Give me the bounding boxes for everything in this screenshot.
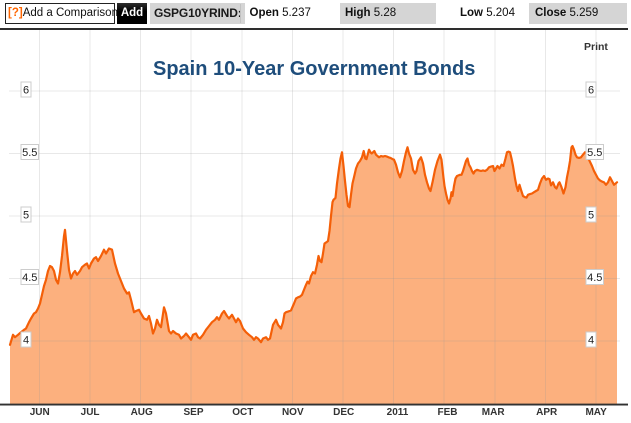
svg-text:DEC: DEC xyxy=(333,407,354,418)
svg-text:5.5: 5.5 xyxy=(22,147,37,159)
svg-text:JUN: JUN xyxy=(30,407,50,418)
svg-text:5: 5 xyxy=(23,210,29,222)
svg-text:4.5: 4.5 xyxy=(587,272,602,284)
svg-text:4.5: 4.5 xyxy=(22,272,37,284)
svg-text:MAR: MAR xyxy=(482,407,506,418)
svg-text:5: 5 xyxy=(588,210,594,222)
svg-text:6: 6 xyxy=(588,85,594,97)
svg-text:SEP: SEP xyxy=(183,407,203,418)
svg-text:FEB: FEB xyxy=(438,407,458,418)
svg-text:AUG: AUG xyxy=(131,407,153,418)
svg-text:2011: 2011 xyxy=(387,407,409,418)
svg-text:APR: APR xyxy=(536,407,558,418)
svg-text:4: 4 xyxy=(23,335,29,347)
svg-text:MAY: MAY xyxy=(585,407,607,418)
svg-text:OCT: OCT xyxy=(232,407,253,418)
svg-text:NOV: NOV xyxy=(282,407,304,418)
svg-text:JUL: JUL xyxy=(81,407,100,418)
svg-text:6: 6 xyxy=(23,85,29,97)
svg-text:4: 4 xyxy=(588,335,594,347)
svg-text:5.5: 5.5 xyxy=(587,147,602,159)
